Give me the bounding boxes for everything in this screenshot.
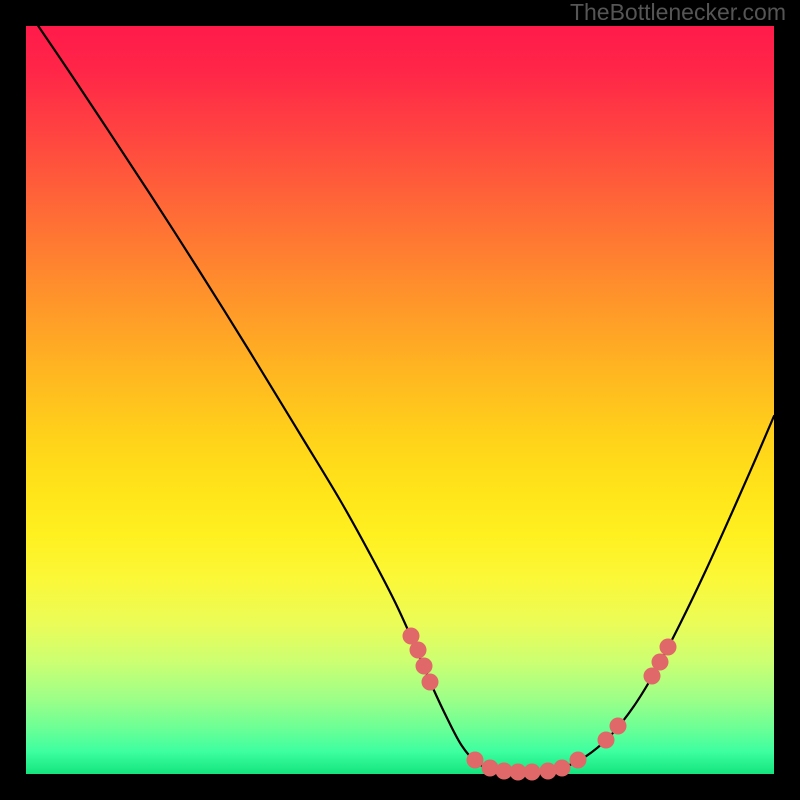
data-marker	[660, 639, 677, 656]
data-marker	[610, 718, 627, 735]
watermark-text: TheBottlenecker.com	[570, 0, 786, 25]
data-marker	[598, 732, 615, 749]
data-marker	[570, 752, 587, 769]
data-marker	[416, 658, 433, 675]
data-marker	[467, 752, 484, 769]
data-marker	[410, 642, 427, 659]
data-marker	[482, 760, 499, 777]
bottleneck-chart: TheBottlenecker.com	[0, 0, 800, 800]
data-marker	[540, 763, 557, 780]
data-marker	[422, 674, 439, 691]
data-marker	[554, 760, 571, 777]
data-marker	[652, 654, 669, 671]
data-marker	[524, 764, 541, 781]
